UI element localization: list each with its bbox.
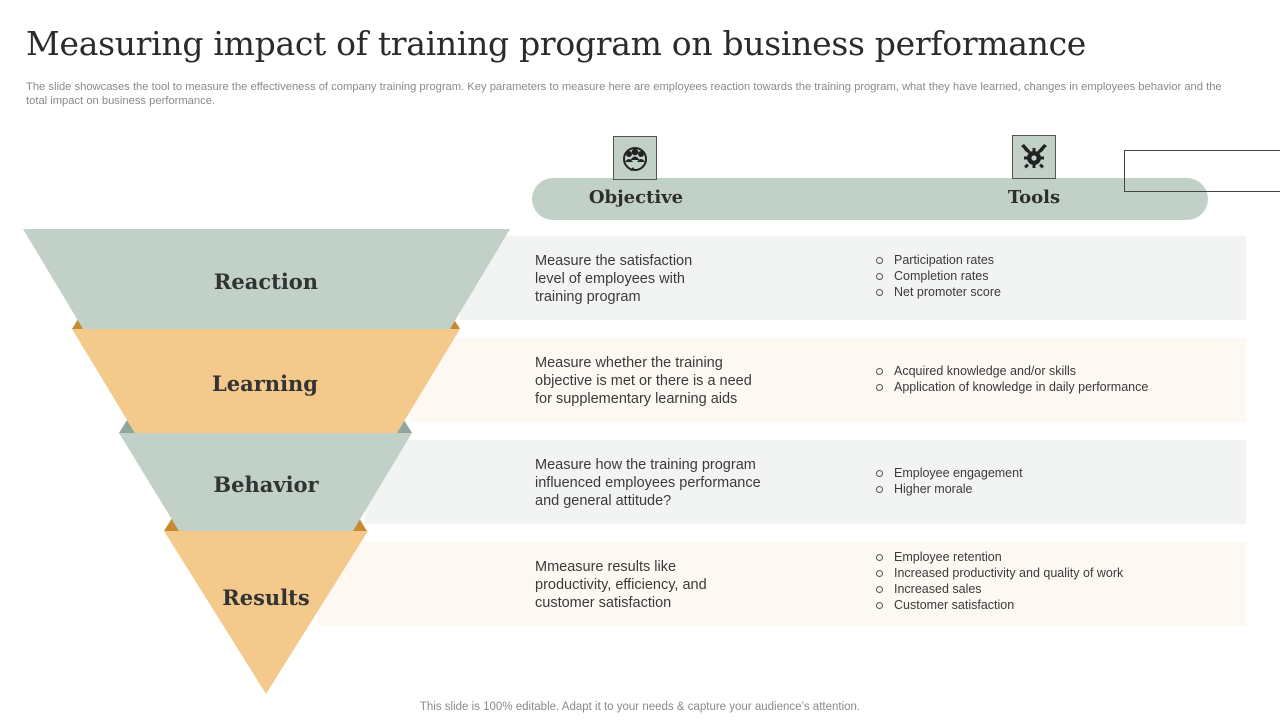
bullet-icon [876, 272, 883, 280]
tool-item: Net promoter score [876, 284, 1001, 300]
tools-list-reaction: Participation rates Completion rates Net… [876, 252, 1001, 300]
slide-title: Measuring impact of training program on … [26, 24, 1087, 63]
footer-note: This slide is 100% editable. Adapt it to… [419, 701, 861, 713]
bullet-icon [876, 383, 883, 391]
tool-item: Participation rates [876, 252, 1001, 268]
slide-subtitle: The slide showcases the tool to measure … [26, 81, 1222, 107]
column-header-band [532, 178, 1208, 220]
tools-list-behavior: Employee engagement Higher morale [876, 465, 1023, 497]
bullet-icon [876, 469, 883, 477]
tool-item: Completion rates [876, 268, 1001, 284]
bullet-icon [876, 367, 883, 375]
bullet-icon [876, 569, 883, 577]
tool-item: Increased sales [876, 581, 1123, 597]
objective-column-header: Objective [588, 187, 684, 208]
people-group-icon [623, 147, 647, 171]
bullet-icon [876, 601, 883, 609]
funnel-stage-learning [72, 329, 460, 433]
tools-gear-icon [1021, 144, 1047, 169]
tools-column-header: Tools [1007, 187, 1061, 208]
funnel-stage-results [164, 531, 368, 694]
tool-item: Higher morale [876, 481, 1023, 497]
objective-text-behavior: Measure how the training program influen… [535, 457, 761, 509]
bullet-icon [876, 553, 883, 561]
stage-label-reaction: Reaction [213, 269, 319, 294]
row-band-learning [410, 338, 1246, 422]
connector-right-3 [351, 518, 367, 531]
funnel-stage-reaction [23, 229, 510, 329]
tool-item: Acquired knowledge and/or skills [876, 363, 1148, 379]
row-band-behavior [365, 440, 1246, 524]
stage-label-behavior: Behavior [213, 472, 319, 497]
tools-list-results: Employee retention Increased productivit… [876, 549, 1123, 613]
tool-item: Customer satisfaction [876, 597, 1123, 613]
objective-text-reaction: Measure the satisfaction level of employ… [535, 253, 693, 305]
objective-text-learning: Measure whether the training objective i… [535, 355, 752, 407]
connector-right-2 [396, 420, 412, 433]
tool-item: Employee engagement [876, 465, 1023, 481]
stage-label-results: Results [222, 585, 310, 610]
objective-icon-box [613, 136, 657, 180]
row-band-reaction [460, 236, 1246, 320]
funnel-stage-behavior [119, 433, 412, 531]
row-band-results [318, 542, 1246, 626]
tool-item: Increased productivity and quality of wo… [876, 565, 1123, 581]
tool-item: Application of knowledge in daily perfor… [876, 379, 1148, 395]
tool-item: Employee retention [876, 549, 1123, 565]
bullet-icon [876, 288, 883, 296]
bullet-icon [876, 256, 883, 264]
connector-left-3 [164, 518, 180, 531]
tools-icon-box [1012, 135, 1056, 179]
stage-label-learning: Learning [212, 371, 318, 396]
tools-list-learning: Acquired knowledge and/or skills Applica… [876, 363, 1148, 395]
bullet-icon [876, 485, 883, 493]
bullet-icon [876, 585, 883, 593]
objective-text-results: Mmeasure results like productivity, effi… [535, 559, 707, 611]
connector-left-2 [119, 420, 135, 433]
outline-box [1124, 150, 1280, 192]
